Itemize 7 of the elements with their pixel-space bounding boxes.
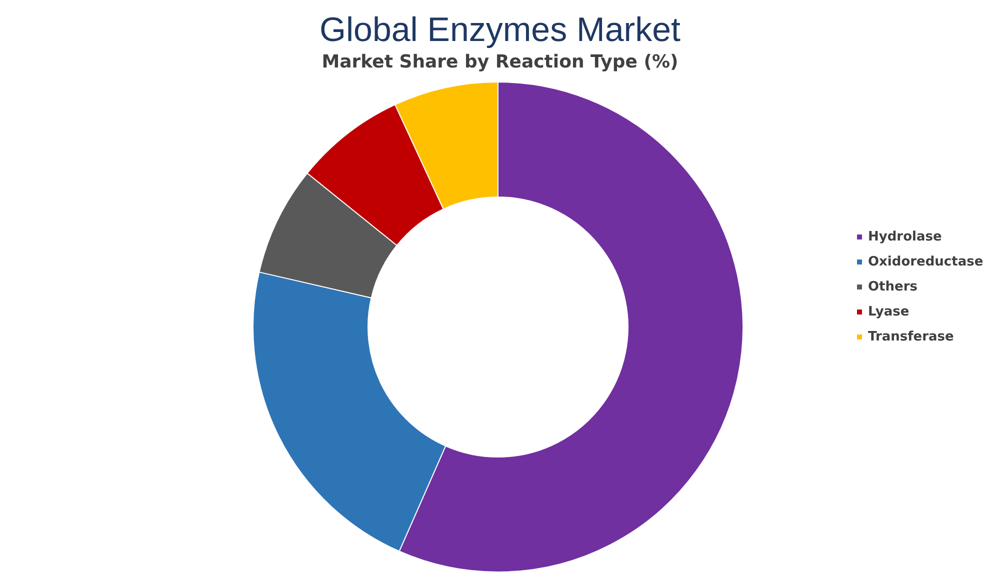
chart-subtitle: Market Share by Reaction Type (%) [322, 52, 678, 72]
legend-label: Hydrolase [868, 230, 942, 244]
chart-title: Global Enzymes Market [320, 11, 681, 49]
legend-label: Lyase [868, 304, 910, 320]
legend-label: Transferase [868, 330, 954, 344]
legend-label: Oxidoreductase [868, 254, 984, 270]
legend-label: Others [868, 280, 918, 294]
